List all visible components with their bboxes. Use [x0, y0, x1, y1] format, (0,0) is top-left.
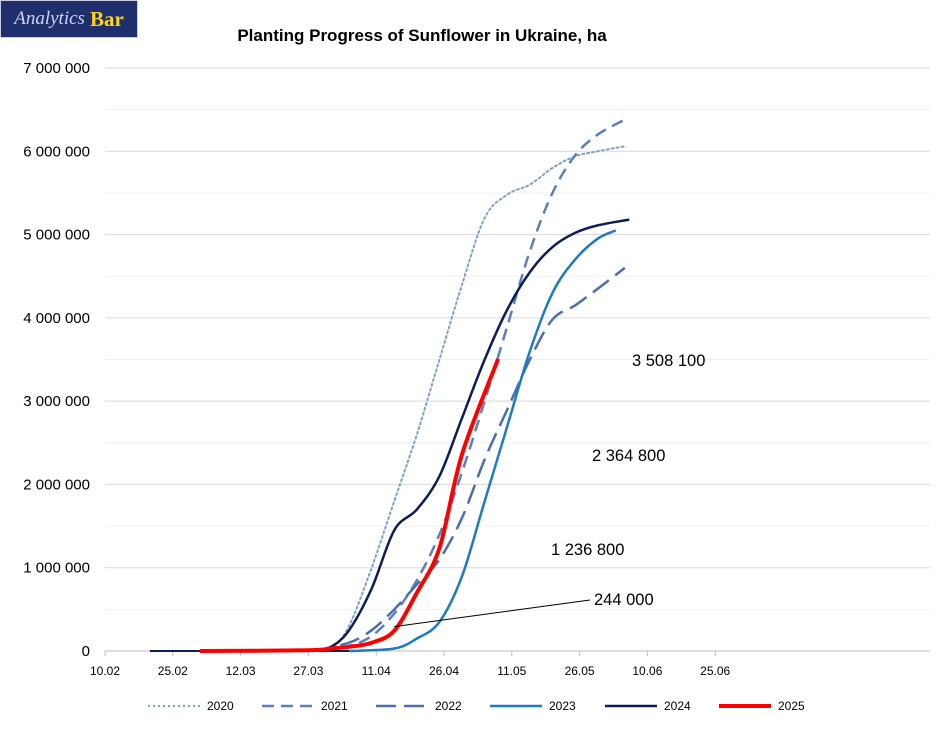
y-tick-label: 3 000 000: [23, 393, 90, 410]
x-tick-label: 25.06: [700, 664, 730, 678]
x-tick-label: 25.02: [158, 664, 188, 678]
y-tick-label: 0: [82, 643, 90, 660]
chart-title: Planting Progress of Sunflower in Ukrain…: [237, 26, 607, 45]
data-label-leader: [394, 599, 591, 628]
y-tick-label: 2 000 000: [23, 476, 90, 493]
x-tick-label: 11.05: [497, 664, 526, 678]
x-tick-label: 11.04: [362, 664, 391, 678]
data-label: 3 508 100: [632, 352, 705, 370]
y-tick-label: 7 000 000: [23, 60, 90, 77]
data-label: 1 236 800: [551, 541, 624, 559]
legend-label-2020: 2020: [207, 699, 234, 713]
y-tick-label: 4 000 000: [23, 310, 90, 327]
legend-label-2021: 2021: [321, 699, 348, 713]
data-label: 2 364 800: [592, 447, 665, 465]
legend-label-2024: 2024: [664, 699, 691, 713]
y-axis-ticks: 0 1 000 000 2 000 000 3 000 000 4 000 000 5 0…: [23, 60, 90, 660]
logo-text-bar: Bar: [89, 6, 124, 31]
x-tick-label: 26.04: [429, 664, 459, 678]
series-2020-line: [330, 145, 626, 652]
series-2024-line: [312, 218, 630, 653]
logo-text-analytics: Analytics: [14, 8, 85, 29]
series-lines: [150, 118, 630, 653]
series-2023-line: [349, 229, 617, 653]
analytics-bar-logo: Analytics Bar: [0, 0, 138, 38]
legend-label-2023: 2023: [549, 699, 576, 713]
x-tick-label: 12.03: [226, 664, 256, 678]
data-label: 244 000: [594, 591, 654, 609]
gridlines: [105, 67, 930, 652]
legend-label-2025: 2025: [778, 699, 805, 713]
series-2022-line: [312, 266, 626, 653]
y-tick-label: 6 000 000: [23, 143, 90, 160]
series-2025-line: [199, 358, 501, 653]
legend: 2020 2021 2022 2023 2024 2025: [148, 699, 805, 713]
x-tick-label: 10.02: [90, 664, 120, 678]
x-tick-label: 26.05: [565, 664, 595, 678]
x-axis: 10.02 25.02 12.03 27.03 11.04 26.04 11.05 26.05…: [90, 650, 930, 678]
x-tick-label: 10.06: [632, 664, 662, 678]
x-tick-label: 27.03: [293, 664, 323, 678]
data-labels: 3 508 100 2 364 800 1 236 800 244 000: [394, 352, 705, 628]
y-tick-label: 5 000 000: [23, 227, 90, 244]
legend-label-2022: 2022: [435, 699, 462, 713]
y-tick-label: 1 000 000: [23, 560, 90, 577]
series-2021-line: [321, 118, 626, 653]
